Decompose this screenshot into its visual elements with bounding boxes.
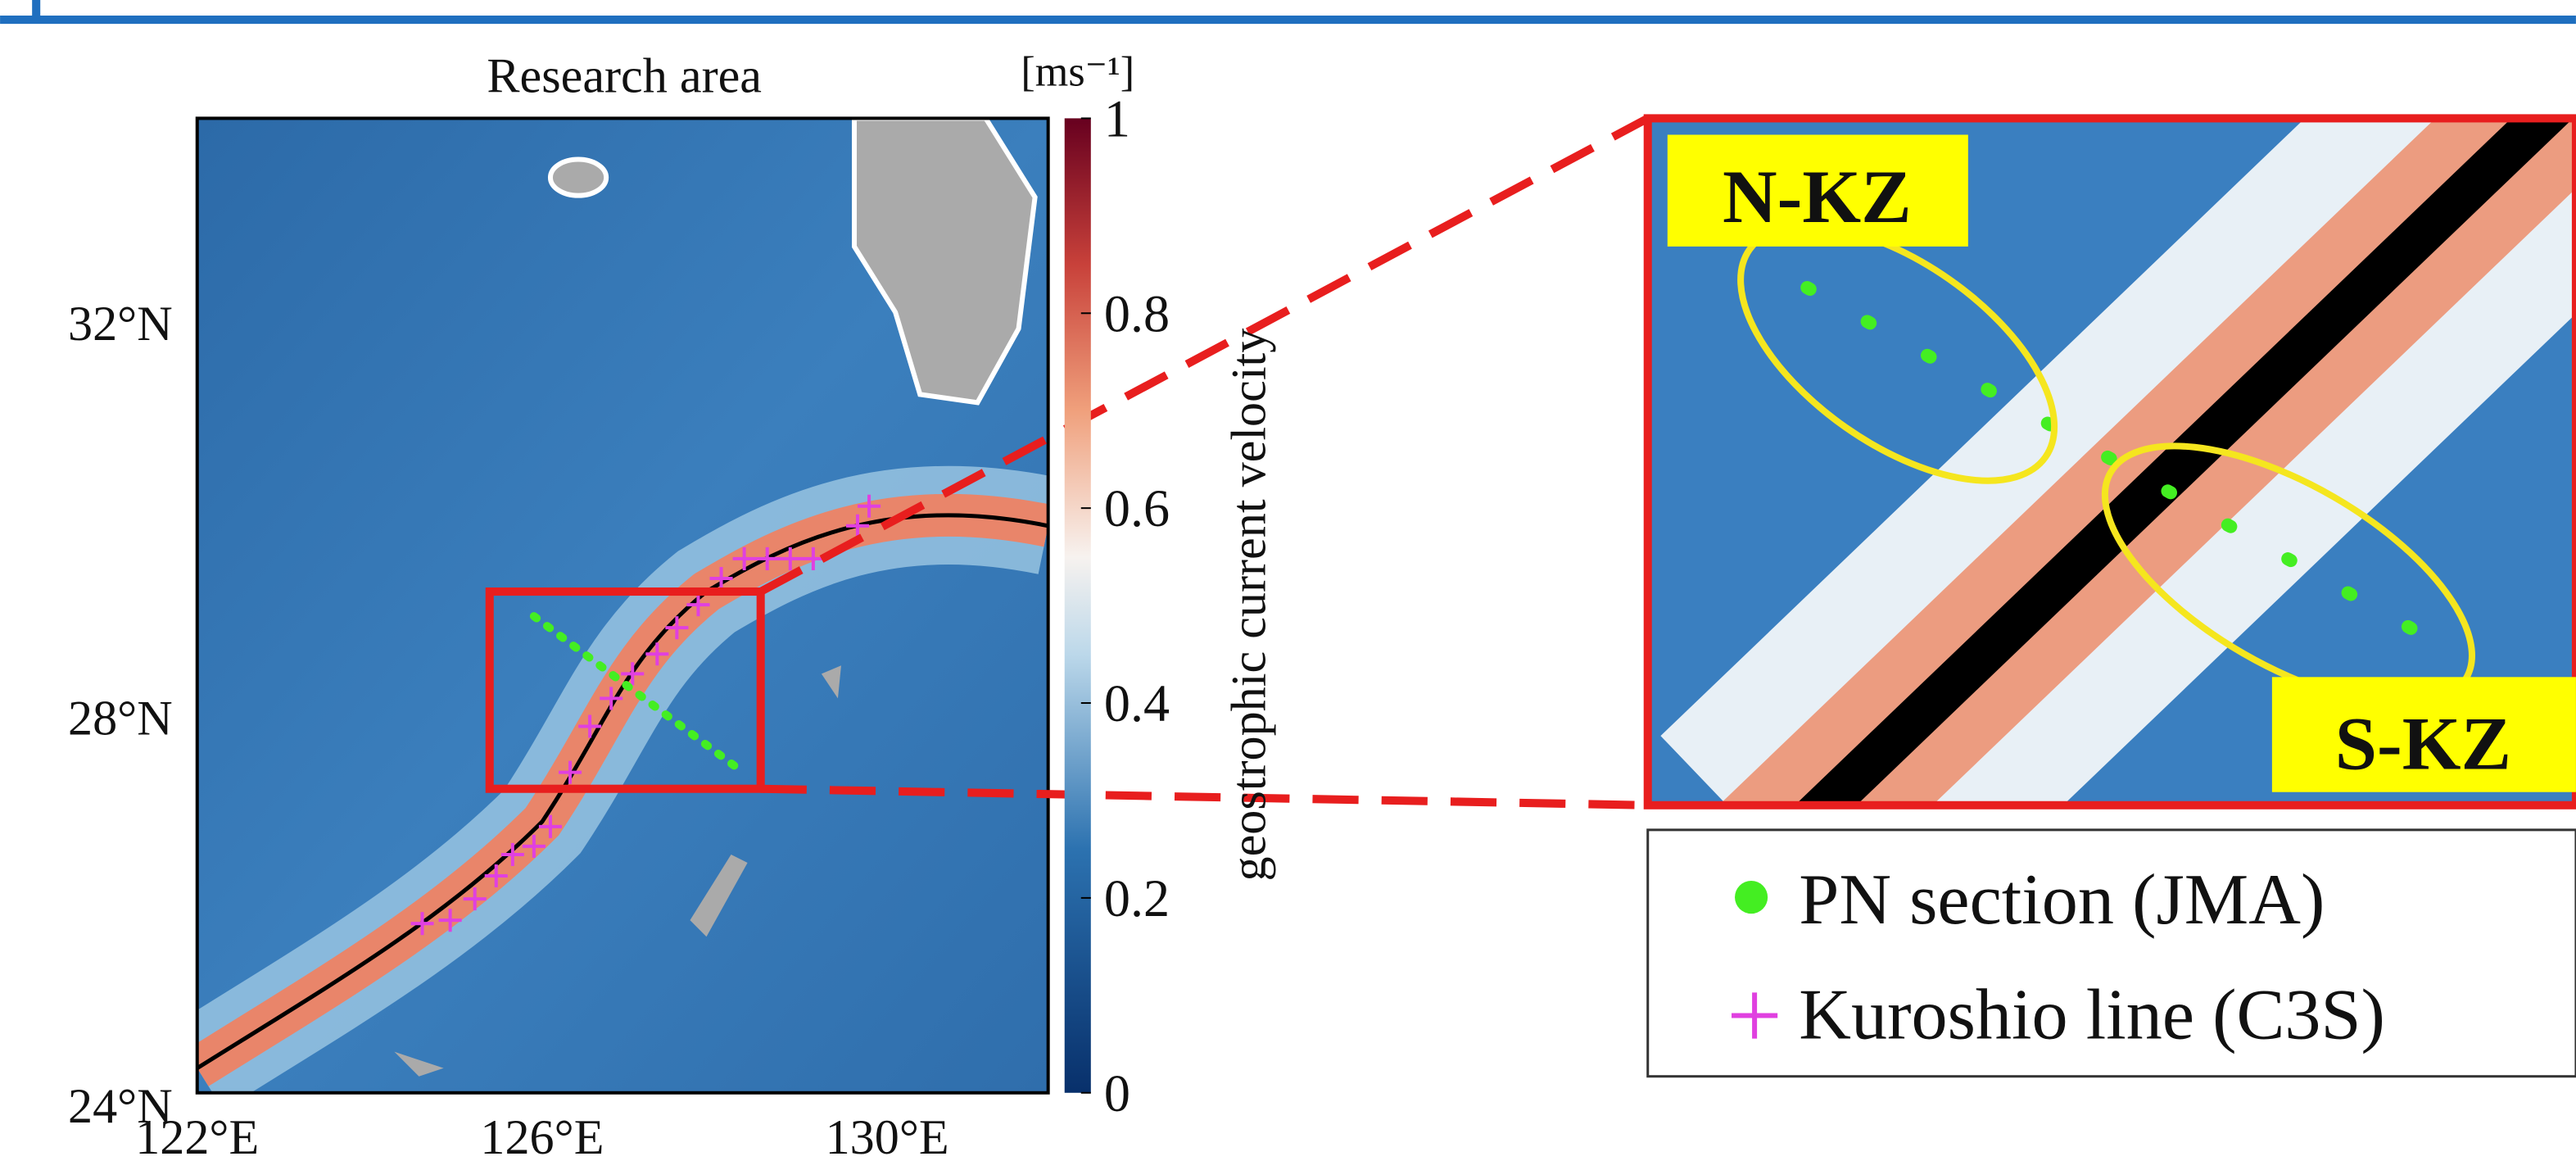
n-kz-label: N-KZ xyxy=(1723,155,1912,238)
legend-item: PN section (JMA) xyxy=(1799,859,2325,940)
colorbar-tick-label: 1 xyxy=(1104,89,1130,147)
lon-label: 130°E xyxy=(826,1110,949,1161)
map-title: Research area xyxy=(487,48,762,103)
lon-label: 126°E xyxy=(480,1110,604,1161)
colorbar-tick-label: 0 xyxy=(1104,1064,1130,1122)
map xyxy=(197,118,1048,1092)
colorbar-tick-label: 0.8 xyxy=(1104,284,1170,342)
figure: Research area 32°N 28°N 24°N 122°E 126°E… xyxy=(0,0,2576,1161)
s-kz-label: S-KZ xyxy=(2335,702,2511,786)
legend-item: Kuroshio line (C3S) xyxy=(1799,975,2385,1055)
colorbar-label: geostrophic current velocity xyxy=(1221,329,1276,882)
colorbar-tick-label: 0.4 xyxy=(1104,674,1170,732)
colorbar-tick-label: 0.2 xyxy=(1104,869,1170,927)
colorbar-tick-label: 0.6 xyxy=(1104,479,1170,537)
lat-label: 32°N xyxy=(68,297,173,351)
legend-symbol xyxy=(1735,881,1768,914)
colorbar-unit: [ms⁻¹] xyxy=(1021,48,1134,95)
colorbar xyxy=(1065,118,1091,1092)
lat-label: 28°N xyxy=(68,692,173,746)
lon-label: 122°E xyxy=(135,1110,259,1161)
